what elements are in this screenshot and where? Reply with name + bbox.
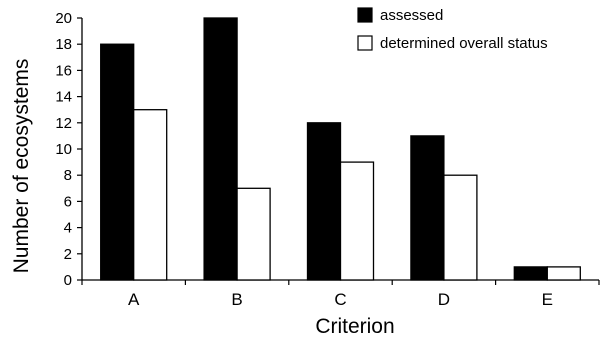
x-tick-label: C — [334, 290, 346, 309]
x-tick-label: D — [438, 290, 450, 309]
bar-determined-overall-status-d — [443, 174, 478, 281]
legend-swatch — [357, 7, 373, 23]
bar-assessed-b — [203, 17, 238, 281]
y-tick-label: 10 — [55, 141, 72, 158]
y-axis-title-group: Number of ecosystems — [10, 59, 33, 274]
x-tick-label: B — [231, 290, 242, 309]
x-tick-label: E — [542, 290, 553, 309]
bar-assessed-e — [513, 266, 548, 281]
x-tick-label: A — [128, 290, 140, 309]
bar-determined-overall-status-a — [133, 109, 168, 281]
bar-determined-overall-status-c — [339, 161, 375, 281]
y-tick-label: 0 — [64, 272, 72, 289]
y-tick-label: 2 — [64, 246, 72, 263]
y-tick-label: 20 — [55, 10, 72, 27]
legend-label: determined overall status — [380, 35, 548, 52]
y-tick-label: 14 — [55, 89, 72, 106]
y-tick-label: 18 — [55, 36, 72, 53]
y-tick-label: 4 — [64, 220, 72, 237]
bar-assessed-d — [410, 135, 445, 281]
plot-area: 0 2 4 6 8 10 12 14 16 18 20 A B C D E — [55, 10, 600, 309]
bar-assessed-a — [100, 43, 135, 281]
y-tick-label: 12 — [55, 115, 72, 132]
legend-swatch — [357, 35, 373, 51]
legend-label: assessed — [380, 7, 443, 24]
bar-determined-overall-status-b — [236, 187, 271, 281]
bar-assessed-c — [306, 122, 342, 281]
y-axis-title: Number of ecosystems — [10, 59, 33, 274]
legend: assessed determined overall status — [357, 7, 548, 52]
bar-determined-overall-status-e — [546, 266, 581, 281]
y-tick-label: 16 — [55, 62, 72, 79]
y-tick-label: 6 — [64, 193, 72, 210]
y-tick-label: 8 — [64, 167, 72, 184]
x-axis-title: Criterion — [315, 315, 394, 338]
